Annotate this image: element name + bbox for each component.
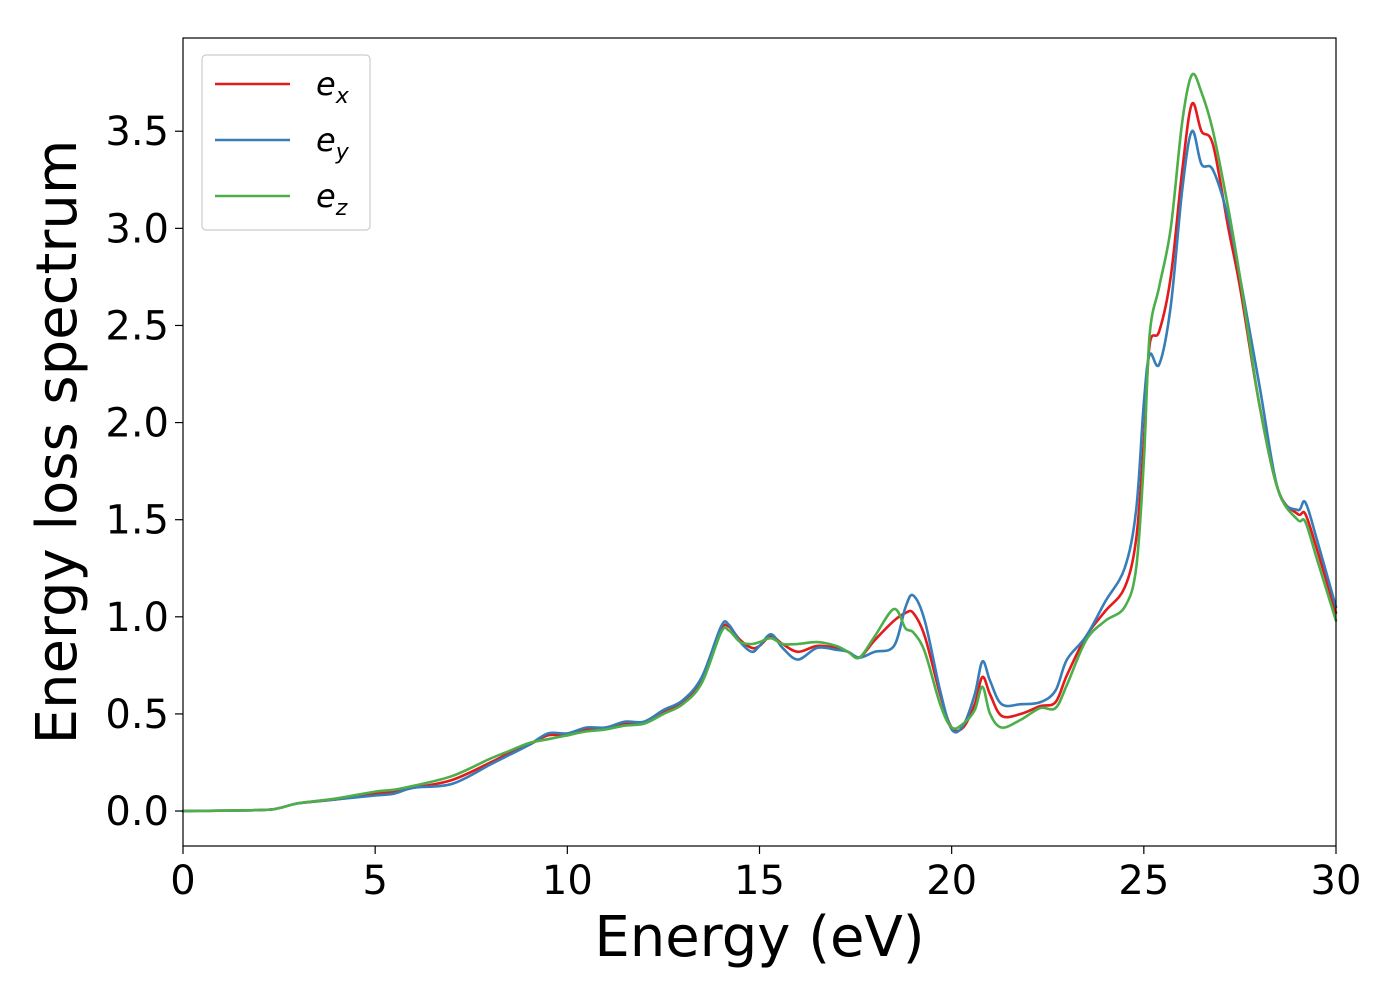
y-tick-label: 0.5: [105, 692, 169, 738]
legend: ex ey ez: [201, 54, 371, 231]
x-tick-label: 0: [170, 858, 195, 904]
x-tick-label: 20: [926, 858, 977, 904]
legend-label-x: ex: [316, 65, 350, 109]
y-tick-label: 1.5: [105, 498, 169, 544]
legend-label-y: ey: [316, 121, 350, 165]
y-axis-ticks: 0.0 0.5 1.0 1.5 2.0 2.5 3.0 3.5: [105, 109, 183, 835]
legend-box: [201, 54, 371, 231]
y-tick-label: 0.0: [105, 789, 169, 835]
x-tick-label: 5: [362, 858, 387, 904]
y-tick-label: 1.0: [105, 595, 169, 641]
x-tick-label: 25: [1118, 858, 1169, 904]
x-tick-label: 10: [542, 858, 593, 904]
y-tick-label: 2.5: [105, 303, 169, 349]
y-tick-label: 3.5: [105, 109, 169, 155]
series-layer: [181, 72, 1338, 813]
x-tick-label: 15: [734, 858, 785, 904]
series-line-z: [181, 72, 1338, 813]
y-tick-label: 2.0: [105, 401, 169, 447]
x-axis-ticks: 0 5 10 15 20 25 30: [170, 846, 1361, 904]
x-tick-label: 30: [1311, 858, 1362, 904]
y-tick-label: 3.0: [105, 206, 169, 252]
y-axis-title: Energy loss spectrum: [25, 140, 90, 745]
x-axis-title: Energy (eV): [594, 905, 924, 970]
legend-label-z: ez: [316, 177, 348, 221]
